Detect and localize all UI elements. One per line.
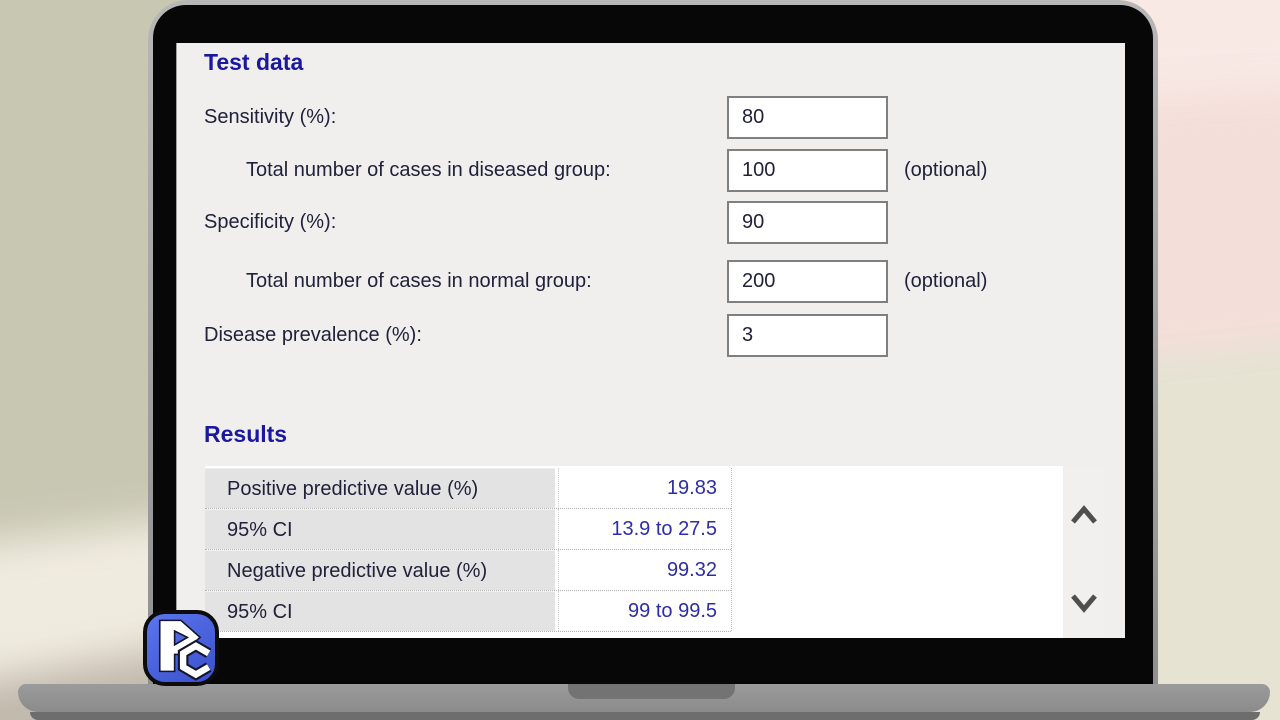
result-value: 13.9 to 27.5 — [558, 509, 731, 549]
result-label: Negative predictive value (%) — [205, 550, 555, 590]
optional-note: (optional) — [904, 270, 988, 292]
sensitivity-label: Sensitivity (%): — [204, 106, 337, 128]
result-label: Positive predictive value (%) — [205, 468, 555, 508]
table-column-divider — [731, 468, 732, 631]
laptop-base-strip — [30, 712, 1260, 720]
vertical-scrollbar[interactable] — [1063, 466, 1104, 638]
laptop-base-notch — [568, 684, 735, 699]
table-row: Negative predictive value (%) 99.32 — [205, 550, 731, 591]
result-value: 99.32 — [558, 550, 731, 590]
pc-logo-icon — [143, 610, 219, 686]
table-row: Positive predictive value (%) 19.83 — [205, 468, 731, 509]
form-row-normal-group: Total number of cases in normal group: (… — [177, 260, 1125, 303]
form-row-specificity: Specificity (%): — [177, 201, 1125, 244]
form-row-sensitivity: Sensitivity (%): — [177, 96, 1125, 139]
diseased-group-label: Total number of cases in diseased group: — [246, 159, 611, 181]
specificity-label: Specificity (%): — [204, 211, 337, 233]
result-value: 99 to 99.5 — [558, 591, 731, 631]
chevron-up-icon[interactable] — [1070, 504, 1098, 526]
sensitivity-input[interactable] — [727, 96, 888, 139]
result-label: 95% CI — [205, 591, 555, 631]
app-window: Test data Sensitivity (%): Total number … — [176, 43, 1125, 638]
table-row: 95% CI 99 to 99.5 — [205, 591, 731, 632]
prevalence-input[interactable] — [727, 314, 888, 357]
chevron-down-icon[interactable] — [1070, 592, 1098, 614]
optional-note: (optional) — [904, 159, 988, 181]
results-heading: Results — [204, 421, 288, 447]
test-data-heading: Test data — [204, 49, 304, 75]
results-pane: Positive predictive value (%) 19.83 95% … — [205, 466, 1104, 638]
table-row: 95% CI 13.9 to 27.5 — [205, 509, 731, 550]
specificity-input[interactable] — [727, 201, 888, 244]
results-rows: Positive predictive value (%) 19.83 95% … — [205, 468, 731, 632]
normal-group-input[interactable] — [727, 260, 888, 303]
result-label: 95% CI — [205, 509, 555, 549]
result-value: 19.83 — [558, 468, 731, 508]
prevalence-label: Disease prevalence (%): — [204, 324, 422, 346]
normal-group-label: Total number of cases in normal group: — [246, 270, 592, 292]
diseased-group-input[interactable] — [727, 149, 888, 192]
form-row-prevalence: Disease prevalence (%): — [177, 314, 1125, 357]
form-row-diseased-group: Total number of cases in diseased group:… — [177, 149, 1125, 192]
results-table: Positive predictive value (%) 19.83 95% … — [205, 466, 1063, 638]
